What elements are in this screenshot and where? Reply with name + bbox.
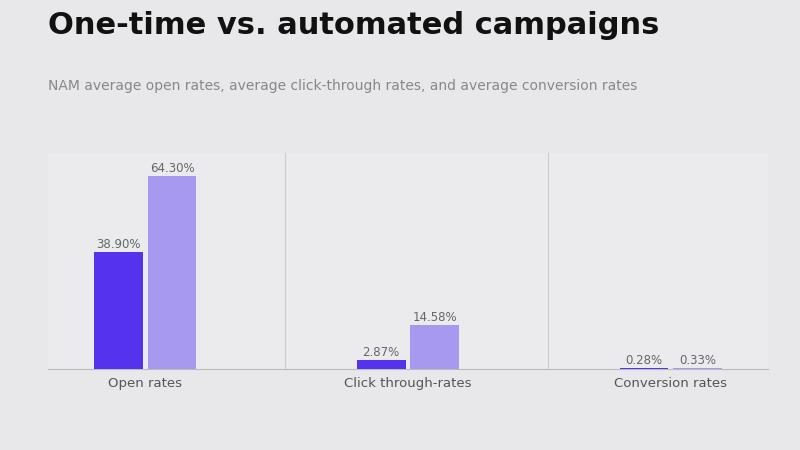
Text: NAM average open rates, average click-through rates, and average conversion rate: NAM average open rates, average click-th… [48,79,638,93]
Text: 64.30%: 64.30% [150,162,194,175]
Text: 38.90%: 38.90% [96,238,141,251]
Text: One-time vs. automated campaigns: One-time vs. automated campaigns [48,11,659,40]
Bar [673,368,722,369]
Bar [410,325,459,369]
Text: 0.28%: 0.28% [626,354,662,367]
Bar [620,368,668,369]
Text: 0.33%: 0.33% [679,354,716,366]
Bar [94,252,143,369]
Bar [148,176,196,369]
Text: 2.87%: 2.87% [362,346,400,359]
Bar [357,360,406,369]
Text: 14.58%: 14.58% [413,311,457,324]
